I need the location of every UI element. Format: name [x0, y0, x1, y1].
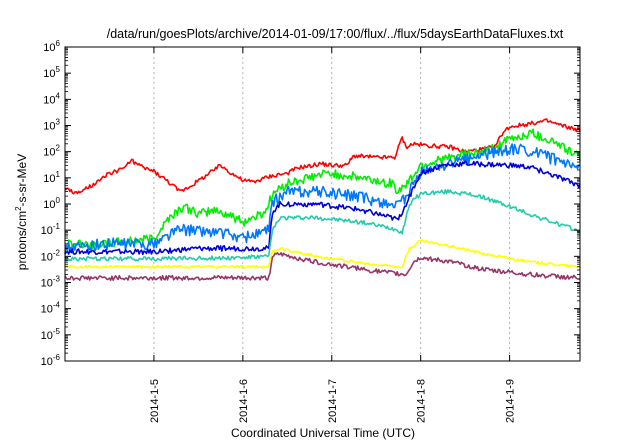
series-line — [64, 143, 581, 254]
series-line — [64, 238, 581, 269]
y-tick-base: 10 — [43, 173, 55, 185]
y-tick-exponent: -4 — [53, 301, 61, 310]
y-tick-base: 10 — [41, 356, 53, 368]
x-tick-label: 2014-1-7 — [327, 379, 339, 423]
grid-lines — [153, 47, 511, 361]
y-tick-exponent: 1 — [56, 170, 61, 179]
y-tick-label: 10-4 — [41, 301, 61, 316]
series-lines — [64, 118, 581, 281]
y-tick-exponent: 6 — [56, 39, 61, 48]
y-tick-label: 10-1 — [41, 222, 61, 237]
y-tick-exponent: 5 — [56, 65, 61, 74]
y-tick-label: 101 — [43, 170, 60, 185]
y-tick-exponent: -6 — [53, 353, 61, 362]
y-tick-label: 10-5 — [41, 327, 61, 342]
series-line — [64, 160, 581, 256]
y-tick-base: 10 — [43, 68, 55, 80]
y-tick-label: 104 — [43, 91, 60, 106]
y-tick-label: 10-6 — [41, 353, 61, 368]
y-tick-exponent: -3 — [53, 275, 61, 284]
y-tick-exponent: 4 — [56, 91, 61, 100]
y-tick-exponent: 2 — [56, 144, 61, 153]
y-tick-exponent: -1 — [53, 222, 61, 231]
x-tick-labels: 2014-1-5 2014-1-6 2014-1-7 2014-1-8 2014-1-9 — [149, 379, 517, 423]
y-tick-exponent: 0 — [56, 196, 61, 205]
y-tick-exponent: -2 — [53, 248, 61, 257]
y-tick-base: 10 — [41, 251, 53, 263]
y-tick-exponent: 3 — [56, 118, 61, 127]
y-tick-label: 102 — [43, 144, 60, 159]
x-tick-label: 2014-1-8 — [416, 379, 428, 423]
y-tick-label: 105 — [43, 65, 60, 80]
y-tick-base: 10 — [41, 278, 53, 290]
x-tick-label: 2014-1-9 — [505, 379, 517, 423]
y-tick-base: 10 — [41, 225, 53, 237]
series-line — [64, 118, 581, 195]
y-axis-label-exp: 2 — [14, 206, 23, 211]
y-tick-base: 10 — [41, 330, 53, 342]
y-tick-label: 100 — [43, 196, 60, 211]
y-tick-labels: 10-610-510-410-310-210-11001011021031041… — [41, 39, 61, 368]
x-axis-label: Coordinated Universal Time (UTC) — [231, 426, 415, 440]
series-line — [64, 189, 581, 262]
y-tick-base: 10 — [41, 304, 53, 316]
y-tick-label: 10-3 — [41, 275, 61, 290]
y-tick-base: 10 — [43, 94, 55, 106]
y-tick-base: 10 — [43, 121, 55, 133]
y-tick-label: 106 — [43, 39, 60, 54]
y-tick-base: 10 — [43, 199, 55, 211]
chart-title: /data/run/goesPlots/archive/2014-01-09/1… — [107, 27, 564, 41]
y-tick-label: 10-2 — [41, 248, 61, 263]
plot-frame — [64, 46, 581, 362]
svg-text:protons/cm2-s-sr-MeV: protons/cm2-s-sr-MeV — [14, 154, 29, 270]
y-tick-base: 10 — [43, 147, 55, 159]
y-tick-base: 10 — [43, 42, 55, 54]
y-tick-label: 103 — [43, 118, 60, 133]
series-line — [64, 252, 581, 281]
y-tick-exponent: -5 — [53, 327, 61, 336]
y-axis-label: protons/cm2-s-sr-MeV — [14, 154, 29, 270]
x-tick-label: 2014-1-6 — [238, 379, 250, 423]
y-axis-label-base: protons/cm — [15, 211, 29, 270]
y-axis-label-rest: -s-sr-MeV — [15, 154, 29, 207]
x-tick-label: 2014-1-5 — [149, 379, 161, 423]
